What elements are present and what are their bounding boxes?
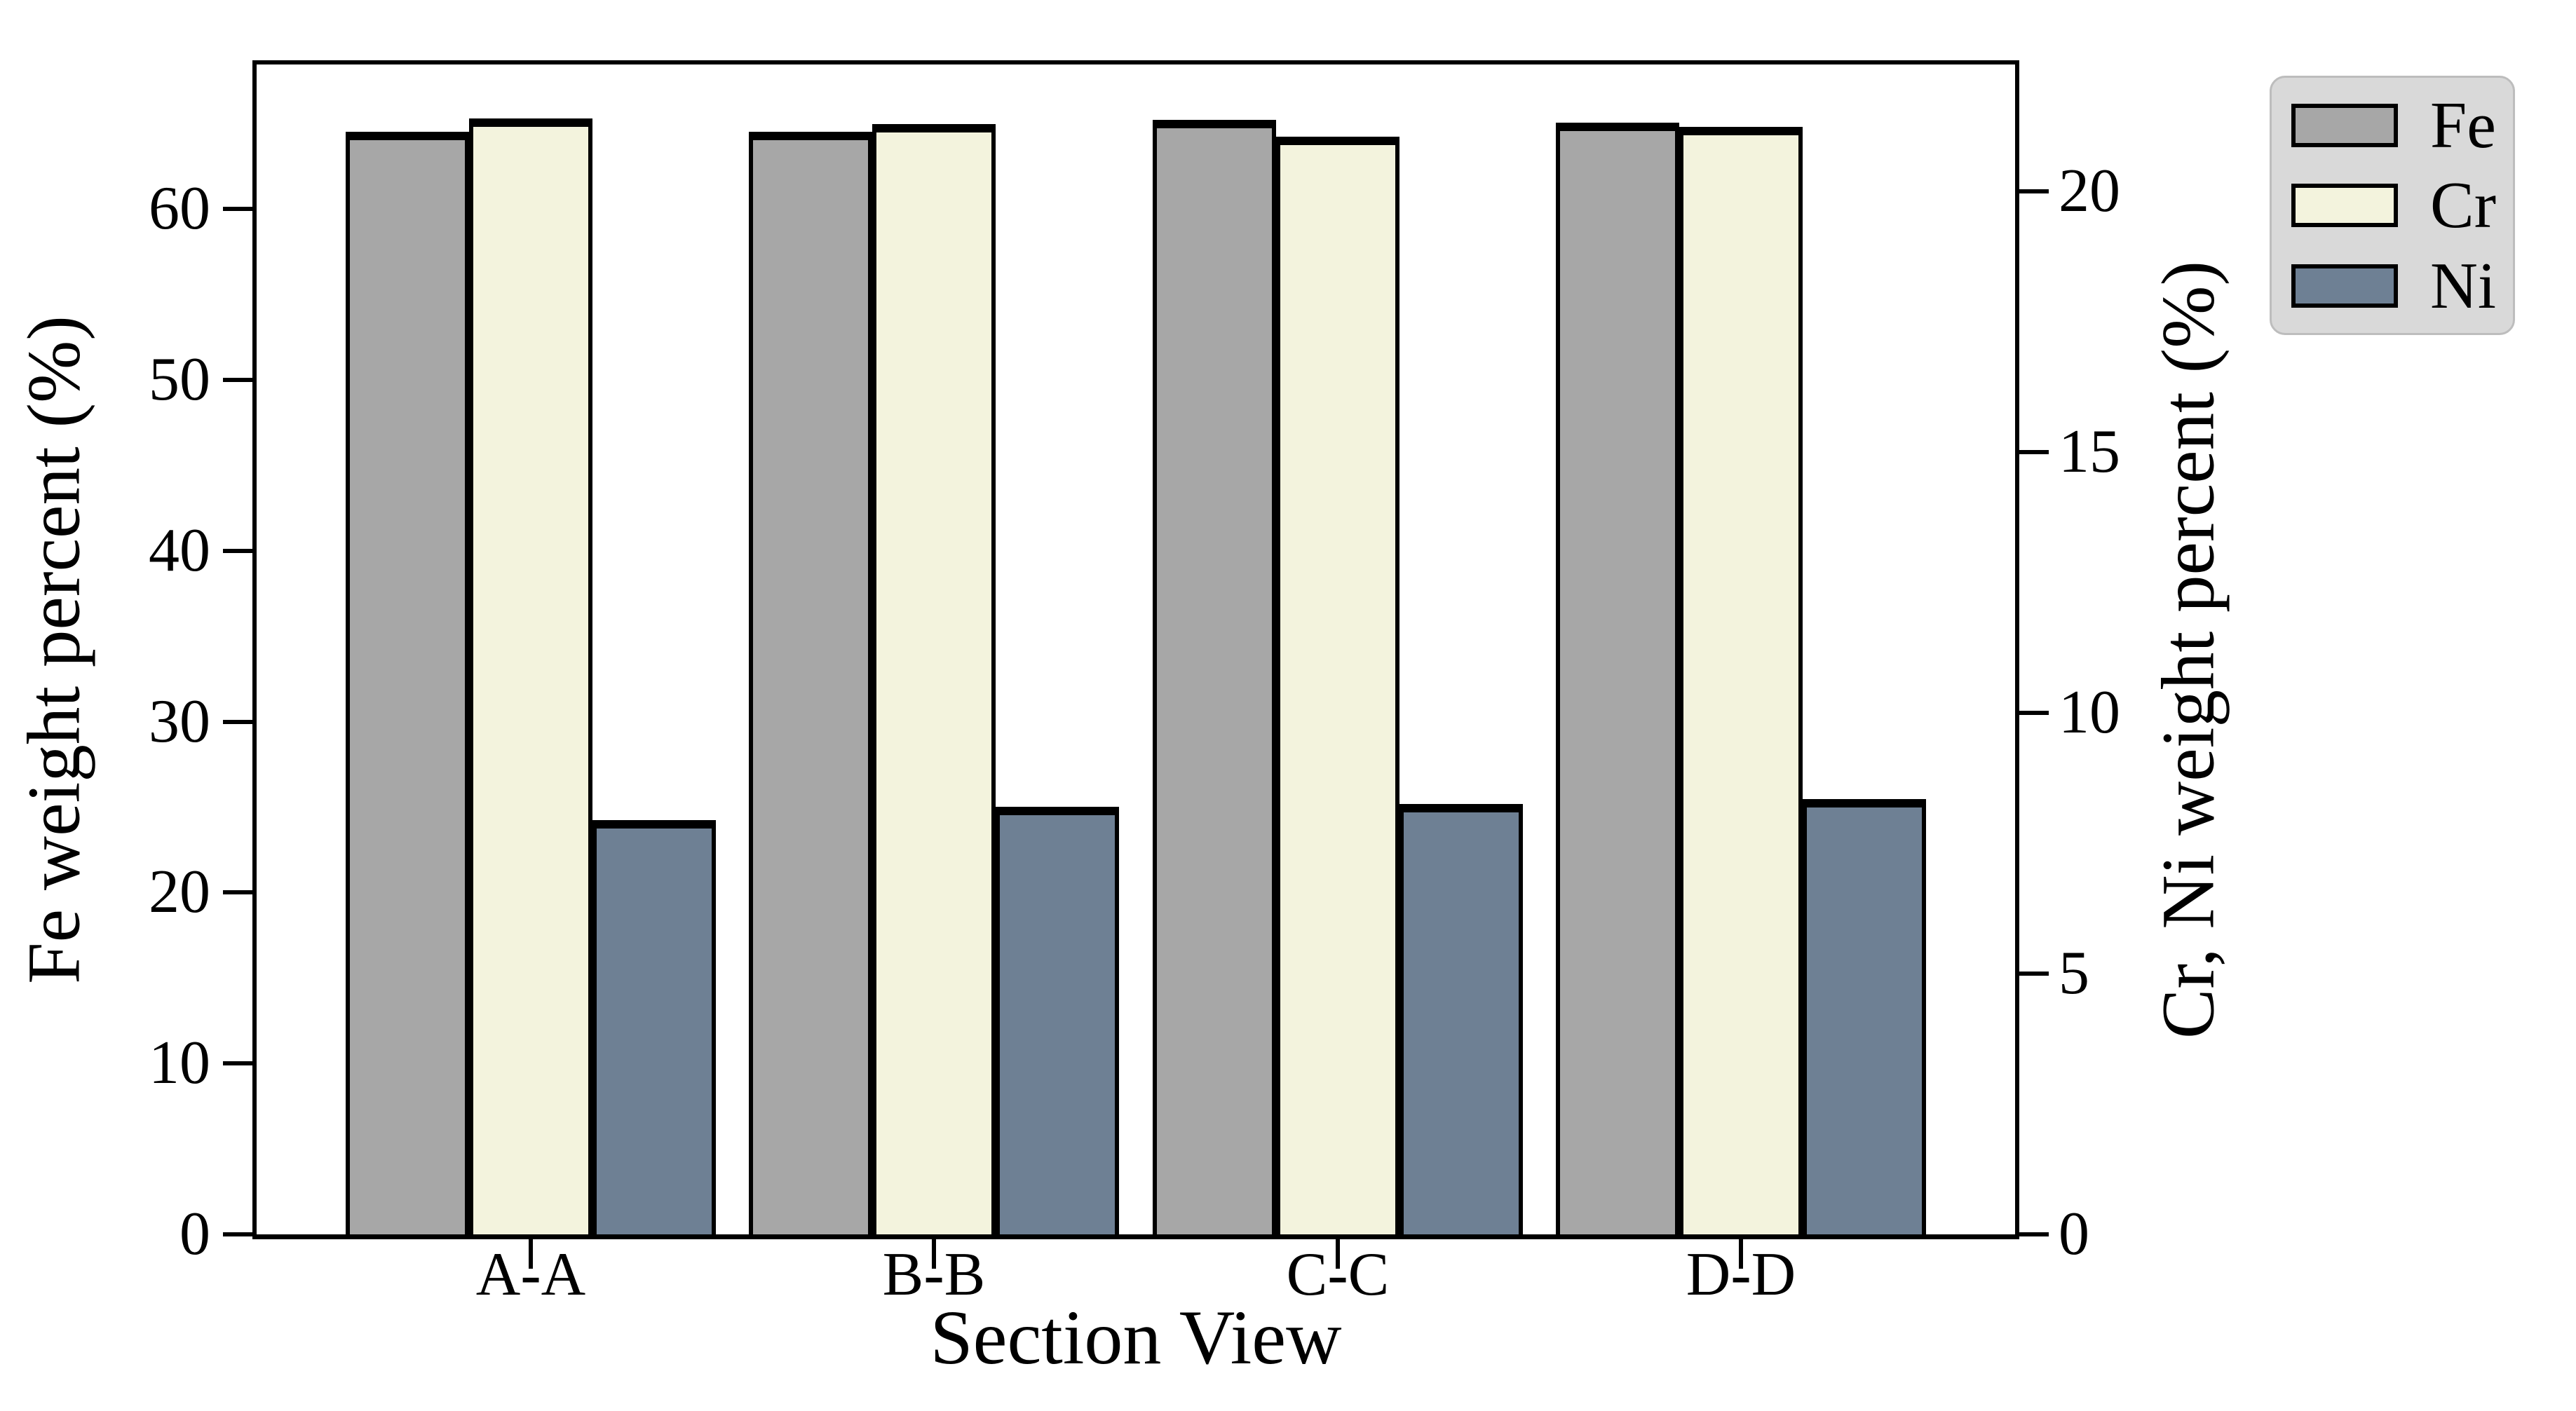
legend: Fe Cr Ni [2270,76,2515,335]
legend-label-cr: Cr [2430,169,2496,242]
left-axis-tick-label: 60 [149,175,210,243]
right-axis-tick-label: 15 [2059,418,2120,486]
left-axis-tick [223,1061,252,1066]
left-axis-tick-label: 40 [149,516,210,585]
x-axis-tick [932,1239,936,1269]
left-axis-tick [223,890,252,895]
bar-Cr-D-D [1679,127,1803,1234]
x-axis-tick-label: C-C [1286,1241,1390,1309]
left-axis-tick [223,207,252,212]
left-axis-tick-label: 50 [149,345,210,414]
bar-Ni-B-B [996,807,1119,1234]
left-axis-tick [223,548,252,553]
right-axis-tick [2019,972,2049,976]
bar-Ni-C-C [1399,804,1523,1234]
bar-Cr-C-C [1276,137,1399,1234]
left-axis-tick [223,719,252,724]
x-axis-tick [529,1239,533,1269]
legend-swatch-ni [2291,264,2398,308]
left-axis-tick-label: 10 [149,1029,210,1098]
legend-item-fe: Fe [2291,93,2513,158]
plot-area: 0 10 20 30 40 50 60 0 5 10 15 20 A-A B-B C-C D-D [149,60,2120,1306]
left-axis-tick [223,377,252,382]
bar-Ni-D-D [1803,799,1926,1234]
right-axis-title: Cr, Ni weight percent (%) [2147,261,2230,1039]
right-axis-tick-label: 20 [2059,157,2120,226]
bar-Fe-A-A [346,132,469,1234]
legend-label-ni: Ni [2430,249,2496,322]
x-axis-tick-label: A-A [475,1241,586,1309]
right-axis-tick-label: 0 [2059,1200,2089,1268]
right-axis-tick [2019,189,2049,194]
bar-Fe-D-D [1556,123,1679,1234]
x-axis-tick-label: D-D [1686,1241,1796,1309]
left-axis-tick-label: 20 [149,858,210,927]
right-axis-tick [2019,450,2049,455]
left-axis-tick-label: 30 [149,687,210,756]
left-axis-title: Fe weight percent (%) [13,315,96,984]
bar-Fe-C-C [1153,120,1276,1234]
bar-Cr-A-A [469,118,592,1234]
legend-item-cr: Cr [2291,172,2513,238]
x-axis-tick [1739,1239,1743,1269]
right-axis-tick-label: 10 [2059,679,2120,747]
right-axis-tick-label: 5 [2059,939,2089,1008]
legend-swatch-fe [2291,103,2398,147]
legend-label-fe: Fe [2430,88,2496,162]
x-axis-title: Section View [930,1295,1342,1380]
x-axis-tick [1336,1239,1340,1269]
left-axis-tick [223,1232,252,1236]
bar-Cr-B-B [872,124,996,1234]
bar-Fe-B-B [749,132,872,1234]
left-axis-tick-label: 0 [179,1200,210,1268]
legend-swatch-cr [2291,184,2398,227]
right-axis-tick [2019,1232,2049,1236]
legend-item-ni: Ni [2291,253,2513,319]
bar-Ni-A-A [592,820,716,1234]
x-axis-tick-label: B-B [882,1241,986,1309]
right-axis-tick [2019,711,2049,716]
